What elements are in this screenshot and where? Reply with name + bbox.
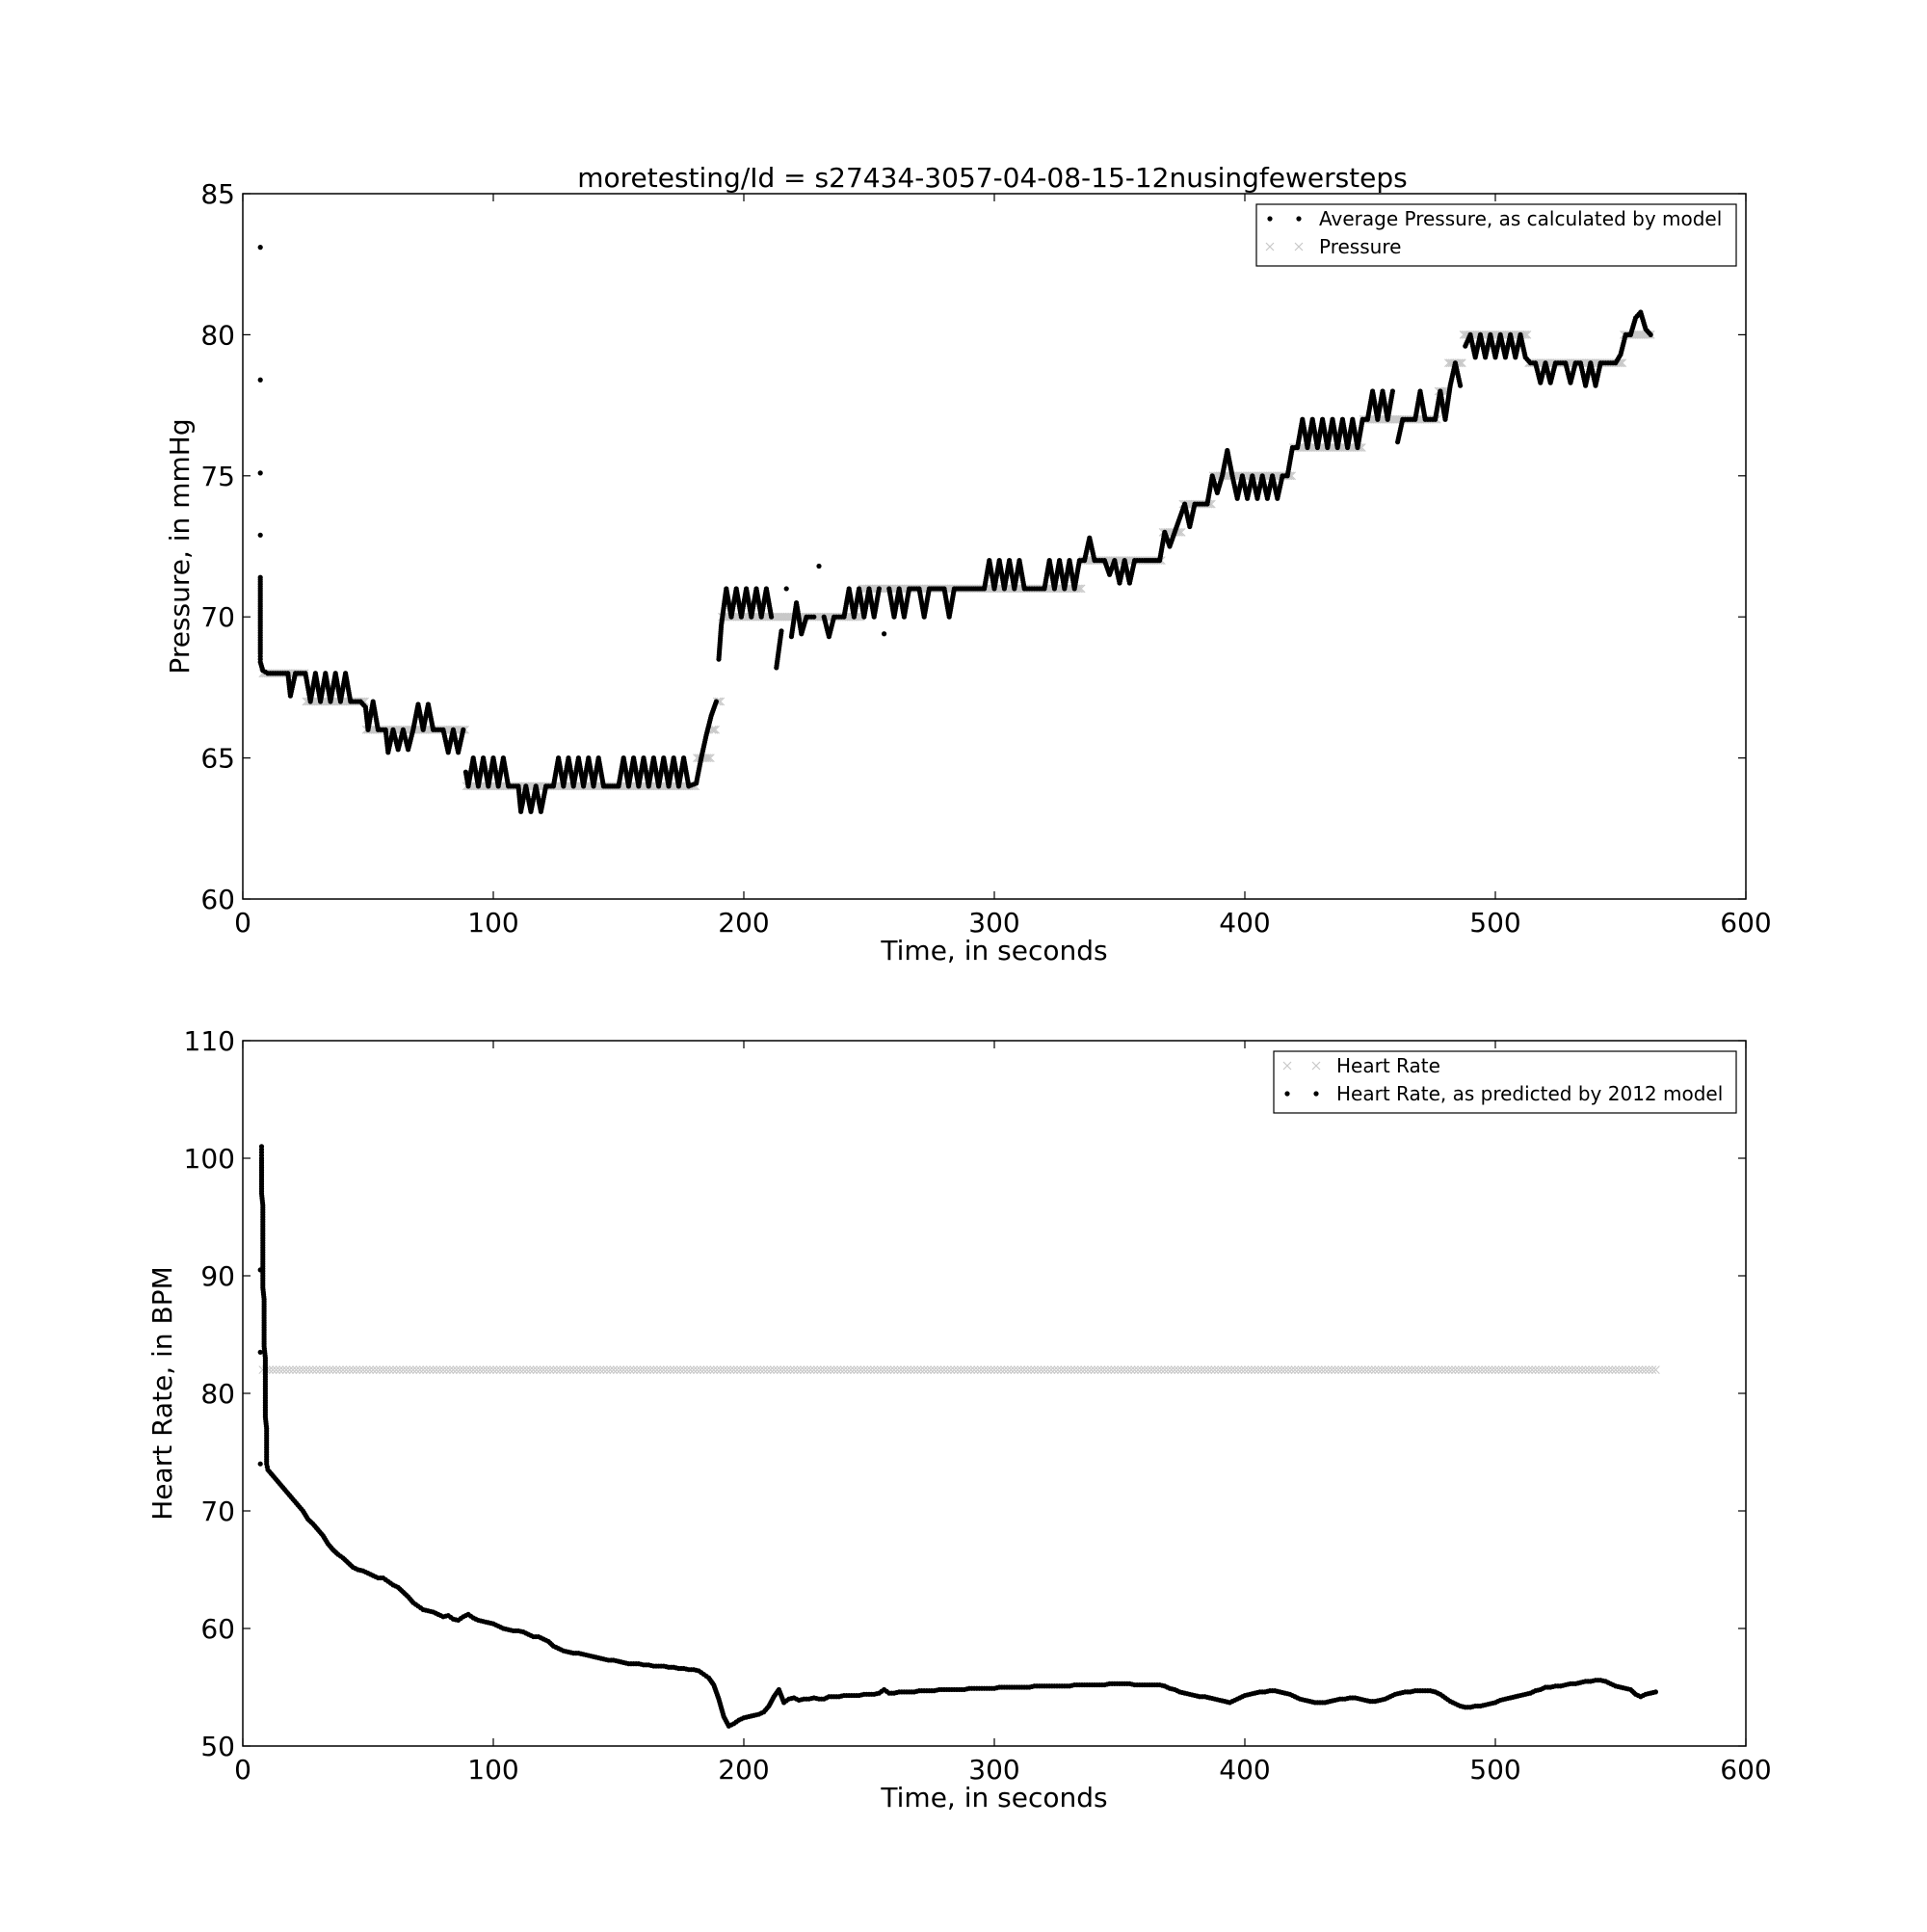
point-marker [882,631,887,637]
heart-rate-plot-frame [242,1040,1747,1747]
point-marker [816,563,822,569]
y-tick-label: 60 [200,884,235,915]
point-marker [1648,331,1653,337]
x-tick-label: 200 [718,907,769,939]
point-marker [461,727,466,732]
heart-rate-x-axis-label: Time, in seconds [880,1782,1107,1813]
cross-marker [1522,331,1532,339]
heart-rate-legend: Heart Rate Heart Rate, as predicted by 2… [1273,1050,1737,1114]
pressure-series [258,331,1655,791]
point-marker [257,470,263,476]
y-tick-label: 80 [200,1378,235,1410]
legend-label-predicted-heart-rate: Heart Rate, as predicted by 2012 model [1336,1082,1723,1105]
y-tick-label: 50 [200,1731,235,1762]
x-tick-label: 600 [1720,1754,1771,1786]
legend-label-heart-rate: Heart Rate [1336,1054,1440,1077]
cross-marker [1457,358,1466,368]
predicted-heart-rate-series [257,1144,1658,1729]
point-marker [876,586,883,592]
point-marker [257,377,263,383]
x-tick-label: 200 [718,1754,769,1786]
x-tick-label: 100 [467,1754,518,1786]
cross-marker [702,754,712,762]
point-marker [257,245,263,251]
point-marker [1458,383,1464,388]
legend-label-average-pressure: Average Pressure, as calculated by model [1319,207,1722,230]
point-marker [1389,388,1395,394]
y-tick-label: 60 [200,1613,235,1645]
y-tick-label: 70 [200,601,235,633]
legend-label-pressure: Pressure [1319,235,1401,258]
average-pressure-series [257,245,1653,814]
y-tick-label: 70 [200,1495,235,1527]
x-tick-label: 400 [1219,1754,1270,1786]
x-tick-label: 0 [234,907,251,939]
x-tick-label: 100 [467,907,518,939]
legend-marker-predicted-heart-rate-2 [1313,1091,1319,1097]
y-tick-label: 100 [184,1143,235,1175]
point-marker [769,614,775,620]
pressure-plot-frame [242,193,1747,900]
cross-marker [709,725,719,734]
x-tick-label: 500 [1469,907,1520,939]
pressure-legend: Average Pressure, as calculated by model… [1255,203,1737,267]
y-tick-label: 90 [200,1260,235,1292]
cross-marker [1176,527,1186,537]
cross-marker [704,754,713,762]
point-marker [257,532,263,538]
cross-marker [1076,584,1086,594]
pressure-x-axis-label: Time, in seconds [880,935,1107,966]
point-marker [783,586,789,592]
x-tick-label: 0 [234,1754,251,1786]
point-marker [257,1461,263,1467]
y-tick-label: 85 [200,178,235,210]
x-tick-label: 400 [1219,907,1270,939]
point-marker [257,1349,263,1355]
cross-marker [711,725,720,734]
heart-rate-series [258,1365,1660,1374]
chart-title: moretesting/Id = s27434-3057-04-08-15-12… [577,162,1408,194]
y-tick-label: 75 [200,461,235,492]
x-tick-label: 600 [1720,907,1771,939]
legend-marker-average-pressure-2 [1296,216,1302,222]
y-tick-label: 65 [200,743,235,775]
heart-rate-y-axis-label: Heart Rate, in BPM [146,1266,178,1521]
cross-marker [705,754,715,762]
point-marker [713,699,720,704]
y-tick-label: 110 [184,1025,235,1057]
y-tick-label: 80 [200,319,235,351]
pressure-y-axis-label: Pressure, in mmHg [164,418,196,674]
point-marker [811,614,817,620]
point-marker [1652,1689,1658,1695]
legend-marker-average-pressure [1267,216,1273,222]
legend-marker-predicted-heart-rate [1284,1091,1290,1097]
x-tick-label: 500 [1469,1754,1520,1786]
point-marker [779,628,784,634]
